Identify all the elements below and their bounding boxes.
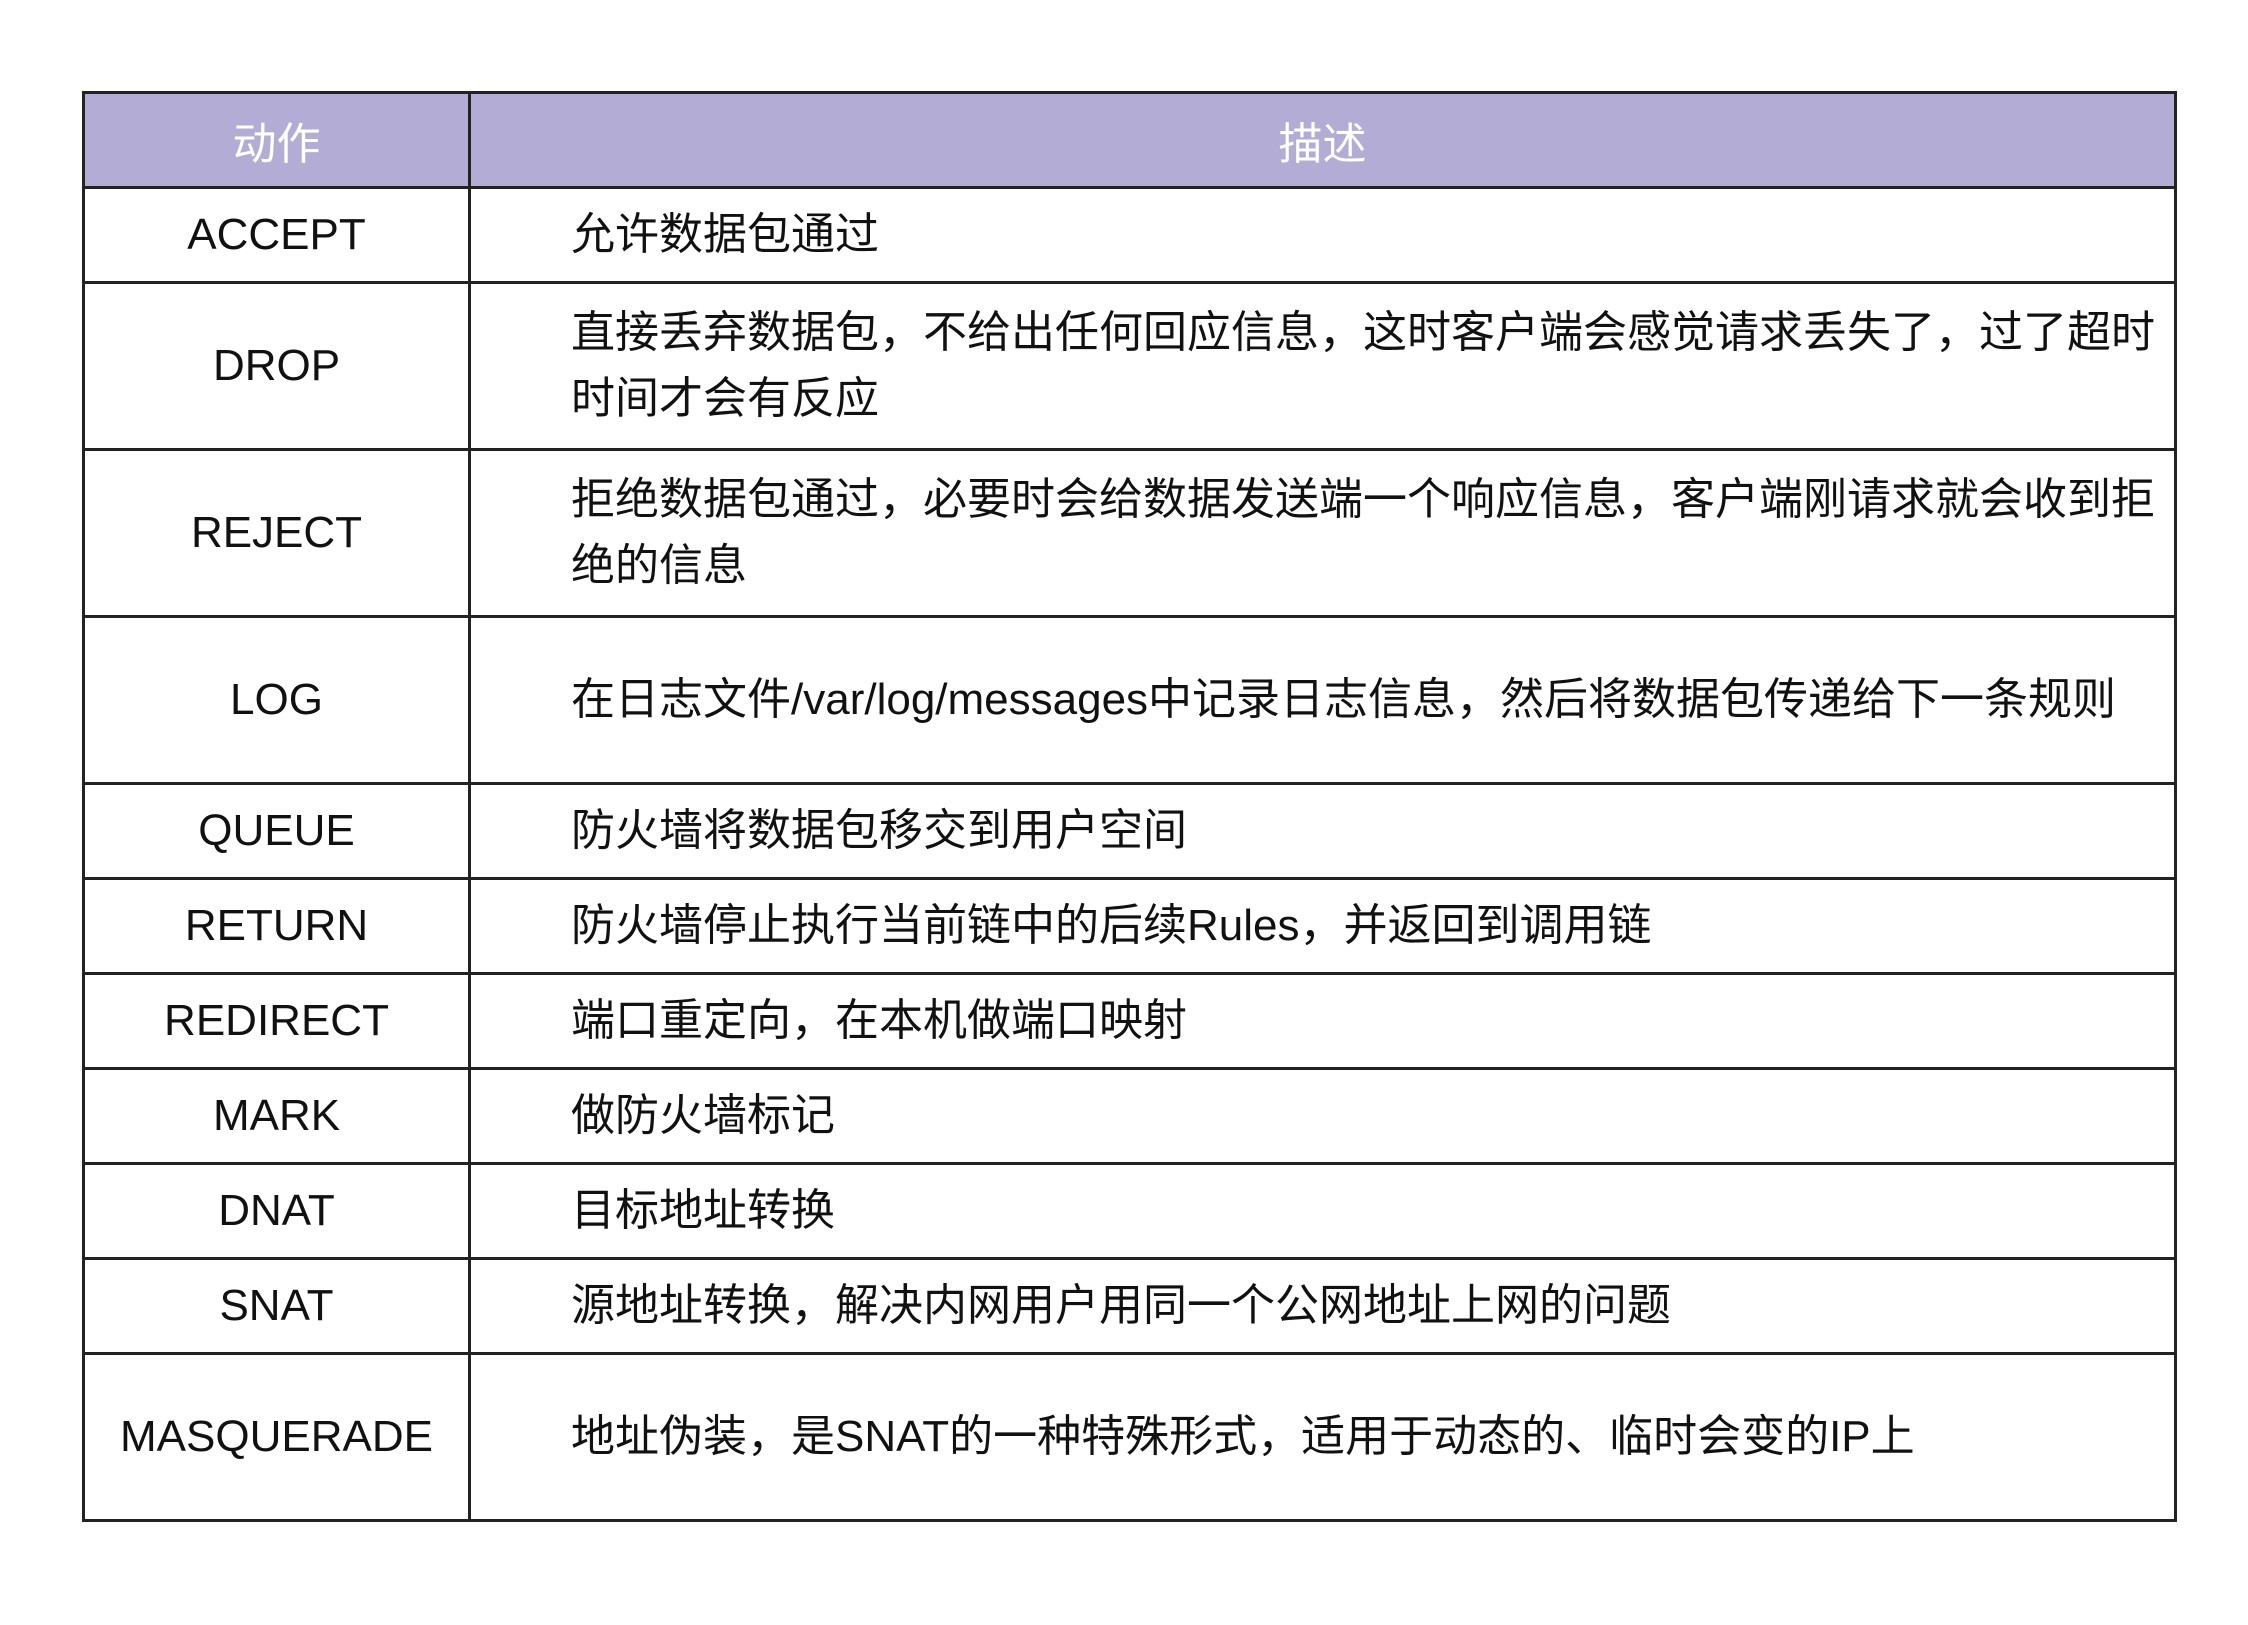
header-description: 描述 (468, 91, 2177, 189)
description-cell: 做防火墙标记 (468, 1067, 2177, 1165)
description-cell: 在日志文件/var/log/messages中记录日志信息，然后将数据包传递给下… (468, 615, 2177, 785)
table-row: ACCEPT 允许数据包通过 (82, 186, 2177, 284)
description-cell: 防火墙停止执行当前链中的后续Rules，并返回到调用链 (468, 877, 2177, 975)
description-cell: 直接丢弃数据包，不给出任何回应信息，这时客户端会感觉请求丢失了，过了超时时间才会… (468, 281, 2177, 451)
action-cell: SNAT (82, 1257, 471, 1355)
description-cell: 防火墙将数据包移交到用户空间 (468, 782, 2177, 880)
action-cell: REJECT (82, 448, 471, 618)
description-cell: 源地址转换，解决内网用户用同一个公网地址上网的问题 (468, 1257, 2177, 1355)
header-action: 动作 (82, 91, 471, 189)
action-cell: RETURN (82, 877, 471, 975)
table-row: RETURN 防火墙停止执行当前链中的后续Rules，并返回到调用链 (82, 877, 2177, 975)
table-row: LOG 在日志文件/var/log/messages中记录日志信息，然后将数据包传… (82, 615, 2177, 785)
action-cell: MASQUERADE (82, 1352, 471, 1522)
header-row: 动作 描述 (82, 91, 2177, 189)
description-cell: 目标地址转换 (468, 1162, 2177, 1260)
action-cell: MARK (82, 1067, 471, 1165)
table-row: DROP 直接丢弃数据包，不给出任何回应信息，这时客户端会感觉请求丢失了，过了超时… (82, 281, 2177, 451)
table-row: MASQUERADE 地址伪装，是SNAT的一种特殊形式，适用于动态的、临时会变的… (82, 1352, 2177, 1522)
table-row: REDIRECT 端口重定向，在本机做端口映射 (82, 972, 2177, 1070)
table-row: REJECT 拒绝数据包通过，必要时会给数据发送端一个响应信息，客户端刚请求就会收… (82, 448, 2177, 618)
action-cell: REDIRECT (82, 972, 471, 1070)
description-cell: 端口重定向，在本机做端口映射 (468, 972, 2177, 1070)
action-cell: DROP (82, 281, 471, 451)
table-row: SNAT 源地址转换，解决内网用户用同一个公网地址上网的问题 (82, 1257, 2177, 1355)
table-row: QUEUE 防火墙将数据包移交到用户空间 (82, 782, 2177, 880)
description-cell: 地址伪装，是SNAT的一种特殊形式，适用于动态的、临时会变的IP上 (468, 1352, 2177, 1522)
action-cell: QUEUE (82, 782, 471, 880)
table-row: MARK 做防火墙标记 (82, 1067, 2177, 1165)
description-cell: 拒绝数据包通过，必要时会给数据发送端一个响应信息，客户端刚请求就会收到拒绝的信息 (468, 448, 2177, 618)
action-cell: DNAT (82, 1162, 471, 1260)
iptables-actions-table: 动作 描述 ACCEPT 允许数据包通过 DROP 直接丢弃数据包，不给出任何回应信… (82, 91, 2177, 1522)
description-cell: 允许数据包通过 (468, 186, 2177, 284)
action-cell: LOG (82, 615, 471, 785)
table-row: DNAT 目标地址转换 (82, 1162, 2177, 1260)
action-cell: ACCEPT (82, 186, 471, 284)
